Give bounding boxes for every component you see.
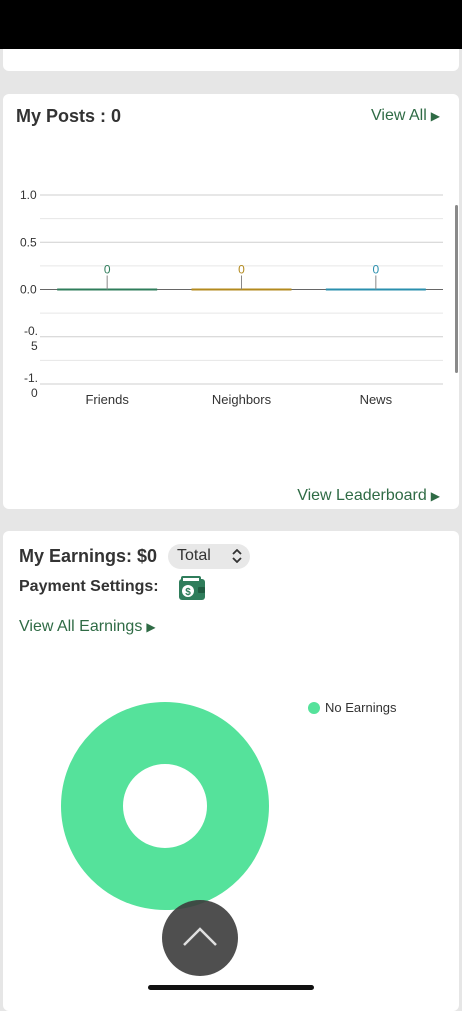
- view-leaderboard-label: View Leaderboard: [297, 487, 427, 504]
- legend-label: No Earnings: [325, 700, 397, 715]
- triangle-right-icon: ▶: [146, 620, 156, 634]
- previous-card: [3, 49, 459, 71]
- payment-settings-label: Payment Settings:: [19, 578, 159, 595]
- scroll-to-top-button[interactable]: [162, 900, 238, 976]
- y-tick-label: 0.0: [20, 283, 37, 297]
- scrollbar[interactable]: [455, 205, 458, 373]
- my-earnings-title: My Earnings: $0: [19, 546, 158, 566]
- svg-text:-1.: -1.: [24, 371, 38, 385]
- data-label: 0: [238, 263, 245, 277]
- data-label: 0: [104, 263, 111, 277]
- svg-text:1.0: 1.0: [20, 188, 37, 202]
- data-label: 0: [372, 263, 379, 277]
- x-category-label: Neighbors: [212, 392, 272, 407]
- earnings-legend: No Earnings: [308, 700, 397, 715]
- view-all-posts-link[interactable]: View All ▶: [371, 107, 440, 125]
- view-all-earnings-label: View All Earnings: [19, 618, 143, 635]
- chevron-up-icon: [183, 927, 217, 946]
- earnings-period-select[interactable]: Total: [168, 544, 250, 569]
- y-tick-label: -1.0: [24, 371, 38, 400]
- svg-text:0.0: 0.0: [20, 283, 37, 297]
- triangle-right-icon: ▶: [430, 489, 440, 503]
- view-all-earnings-link[interactable]: View All Earnings ▶: [19, 618, 156, 636]
- my-posts-title: My Posts : 0: [16, 106, 122, 126]
- legend-swatch: [308, 702, 320, 714]
- y-tick-label: -0.5: [24, 324, 38, 353]
- wallet-icon[interactable]: $: [178, 575, 206, 601]
- svg-text:5: 5: [31, 339, 38, 353]
- my-posts-card: [3, 94, 459, 509]
- x-category-label: News: [360, 392, 393, 407]
- view-all-label: View All: [371, 107, 427, 124]
- y-tick-label: 1.0: [20, 188, 37, 202]
- svg-text:$: $: [185, 587, 191, 598]
- triangle-right-icon: ▶: [430, 109, 440, 123]
- x-category-label: Friends: [85, 392, 129, 407]
- view-leaderboard-link[interactable]: View Leaderboard ▶: [297, 487, 440, 505]
- svg-text:0.5: 0.5: [20, 235, 37, 249]
- svg-text:0: 0: [31, 386, 38, 400]
- donut-slice-no-earnings: [61, 702, 269, 910]
- svg-text:-0.: -0.: [24, 324, 38, 338]
- period-select-value: Total: [177, 547, 211, 564]
- status-bar: [0, 0, 462, 49]
- up-down-chevron-icon: [232, 549, 242, 563]
- y-tick-label: 0.5: [20, 235, 37, 249]
- earnings-donut-chart: [61, 702, 269, 910]
- home-indicator: [148, 985, 314, 990]
